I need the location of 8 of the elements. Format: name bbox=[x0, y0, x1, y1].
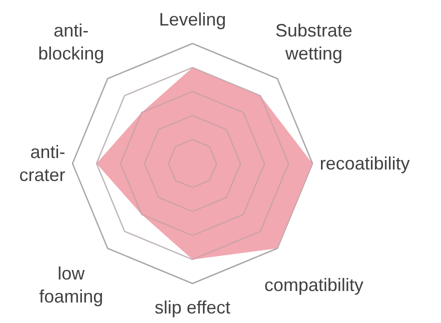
spoke-label: low foaming bbox=[39, 263, 104, 306]
spoke-label: slip effect bbox=[154, 298, 230, 318]
spoke-label: Substrate wetting bbox=[275, 20, 352, 64]
spoke-label: compatibility bbox=[264, 274, 364, 295]
spoke-label: Leveling bbox=[158, 10, 226, 30]
spoke-label: recoatibility bbox=[320, 154, 410, 174]
spoke-label: anti- blocking bbox=[38, 20, 104, 64]
spoke-label: anti- crater bbox=[19, 142, 66, 185]
